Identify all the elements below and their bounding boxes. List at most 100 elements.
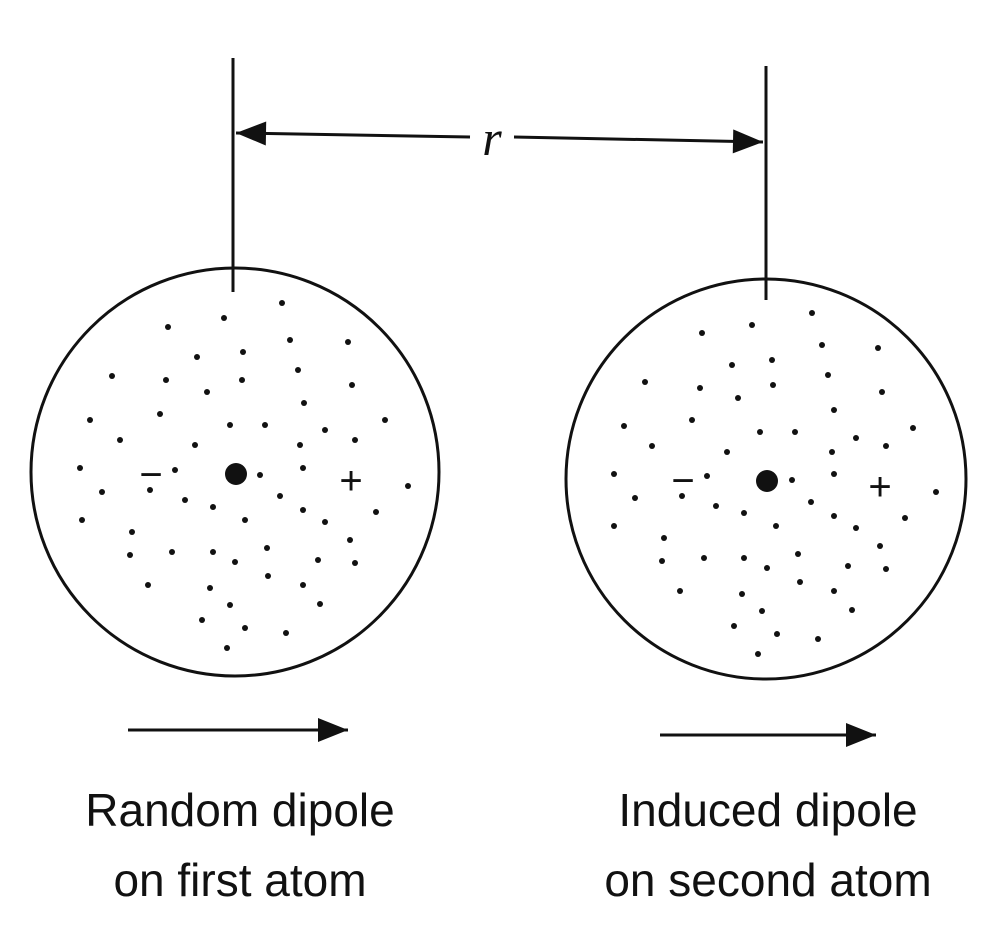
- first-atom-charge-dot: [297, 442, 303, 448]
- second-atom-charge-dot: [809, 310, 815, 316]
- first-atom-charge-dot: [182, 497, 188, 503]
- first-atom-charge-dot: [79, 517, 85, 523]
- second-atom-charge-dot: [819, 342, 825, 348]
- first-atom-charge-dot: [317, 601, 323, 607]
- second-atom-charge-dot: [735, 395, 741, 401]
- second-atom-charge-dot: [877, 543, 883, 549]
- second-atom-charge-dot: [713, 503, 719, 509]
- second-atom-charge-dot: [849, 607, 855, 613]
- second-atom-charge-dot: [729, 362, 735, 368]
- second-atom-charge-dot: [831, 471, 837, 477]
- first-atom-charge-dot: [300, 582, 306, 588]
- first-atom-charge-dot: [210, 504, 216, 510]
- second-atom-plus-sign: +: [868, 465, 891, 509]
- second-atom-charge-dot: [649, 443, 655, 449]
- first-atom-charge-dot: [169, 549, 175, 555]
- second-atom-charge-dot: [659, 558, 665, 564]
- first-atom-charge-dot: [87, 417, 93, 423]
- second-atom-charge-dot: [755, 651, 761, 657]
- first-atom-charge-dots: [77, 300, 411, 651]
- second-atom-electron-cloud: [564, 277, 968, 681]
- second-atom-charge-dot: [815, 636, 821, 642]
- first-atom-charge-dot: [127, 552, 133, 558]
- first-atom-charge-dot: [145, 582, 151, 588]
- second-atom-charge-dot: [724, 449, 730, 455]
- first-atom: − +: [29, 266, 441, 678]
- second-atom-charge-dot: [808, 499, 814, 505]
- first-atom-charge-dot: [373, 509, 379, 515]
- second-atom-charge-dot: [611, 523, 617, 529]
- first-atom-charge-dot: [242, 517, 248, 523]
- first-atom-charge-dot: [77, 465, 83, 471]
- first-atom-charge-dot: [117, 437, 123, 443]
- second-atom-charge-dot: [770, 382, 776, 388]
- first-atom-caption-line2: on first atom: [113, 854, 366, 906]
- first-atom-charge-dot: [147, 487, 153, 493]
- first-atom-charge-dot: [345, 339, 351, 345]
- second-atom-charge-dot: [689, 417, 695, 423]
- second-atom: − +: [564, 277, 968, 681]
- second-atom-charge-dot: [757, 429, 763, 435]
- first-atom-charge-dot: [257, 472, 263, 478]
- first-atom-nucleus: [225, 463, 247, 485]
- distance-arrow-left: [235, 121, 471, 146]
- second-atom-charge-dot: [789, 477, 795, 483]
- first-atom-minus-sign: −: [139, 453, 162, 497]
- first-atom-charge-dot: [352, 560, 358, 566]
- second-atom-charge-dot: [741, 510, 747, 516]
- first-atom-caption-line1: Random dipole: [85, 784, 394, 836]
- second-atom-nucleus: [756, 470, 778, 492]
- first-atom-charge-dot: [347, 537, 353, 543]
- second-atom-charge-dot: [701, 555, 707, 561]
- second-atom-charge-dot: [792, 429, 798, 435]
- second-atom-charge-dot: [731, 623, 737, 629]
- second-atom-charge-dot: [933, 489, 939, 495]
- second-atom-charge-dot: [845, 563, 851, 569]
- second-atom-charge-dot: [611, 471, 617, 477]
- first-atom-charge-dot: [204, 389, 210, 395]
- first-atom-charge-dot: [129, 529, 135, 535]
- first-atom-charge-dot: [210, 549, 216, 555]
- first-atom-charge-dot: [287, 337, 293, 343]
- second-atom-charge-dot: [773, 523, 779, 529]
- second-atom-charge-dot: [853, 525, 859, 531]
- first-atom-charge-dot: [283, 630, 289, 636]
- first-atom-plus-sign: +: [339, 459, 362, 503]
- first-atom-charge-dot: [157, 411, 163, 417]
- first-atom-charge-dot: [172, 467, 178, 473]
- second-atom-charge-dot: [774, 631, 780, 637]
- first-atom-charge-dot: [242, 625, 248, 631]
- first-atom-charge-dot: [207, 585, 213, 591]
- second-atom-charge-dot: [642, 379, 648, 385]
- second-atom-charge-dot: [902, 515, 908, 521]
- first-atom-charge-dot: [227, 602, 233, 608]
- first-atom-charge-dot: [99, 489, 105, 495]
- first-atom-charge-dot: [192, 442, 198, 448]
- second-atom-charge-dot: [883, 566, 889, 572]
- first-atom-charge-dot: [194, 354, 200, 360]
- second-atom-charge-dot: [697, 385, 703, 391]
- first-atom-charge-dot: [277, 493, 283, 499]
- first-atom-charge-dot: [240, 349, 246, 355]
- second-atom-charge-dot: [632, 495, 638, 501]
- second-atom-charge-dot: [749, 322, 755, 328]
- first-atom-charge-dot: [300, 507, 306, 513]
- second-atom-charge-dot: [759, 608, 765, 614]
- second-atom-charge-dot: [704, 473, 710, 479]
- distance-label: r: [482, 110, 502, 166]
- second-atom-charge-dot: [795, 551, 801, 557]
- first-atom-charge-dot: [221, 315, 227, 321]
- second-atom-charge-dot: [883, 443, 889, 449]
- second-atom-charge-dot: [853, 435, 859, 441]
- second-atom-charge-dot: [764, 565, 770, 571]
- first-atom-charge-dot: [279, 300, 285, 306]
- first-atom-charge-dot: [163, 377, 169, 383]
- first-atom-charge-dot: [224, 645, 230, 651]
- first-atom-charge-dot: [352, 437, 358, 443]
- distance-arrow-right: [513, 129, 764, 154]
- first-atom-charge-dot: [265, 573, 271, 579]
- first-atom-charge-dot: [315, 557, 321, 563]
- first-atom-electron-cloud: [29, 266, 441, 678]
- first-atom-charge-dot: [264, 545, 270, 551]
